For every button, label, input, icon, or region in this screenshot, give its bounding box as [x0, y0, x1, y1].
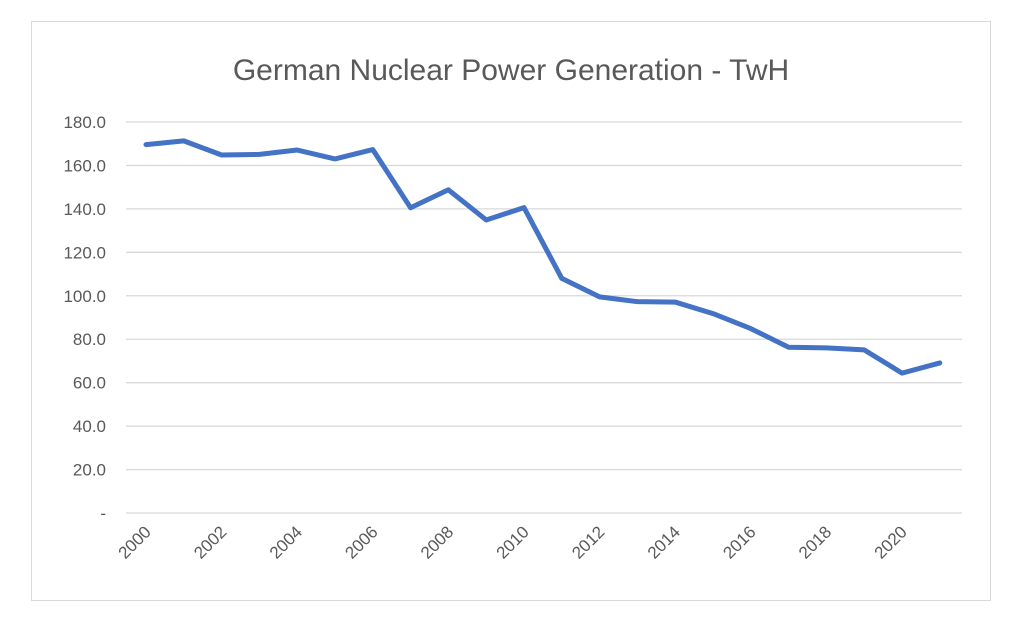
y-axis-ticks: - 20.0 40.0 60.0 80.0 100.0 120.0 140.0 160.0 180… — [63, 113, 106, 523]
x-tick-label: 2014 — [644, 522, 684, 562]
y-tick-label: - — [100, 504, 106, 523]
x-tick-label: 2012 — [568, 522, 608, 562]
y-tick-label: 140.0 — [63, 200, 106, 219]
y-tick-label: 40.0 — [73, 417, 106, 436]
y-tick-label: 180.0 — [63, 113, 106, 132]
x-tick-label: 2006 — [341, 522, 381, 562]
y-tick-label: 120.0 — [63, 243, 106, 262]
series-line-0 — [143, 138, 943, 376]
x-tick-label: 2018 — [795, 522, 835, 562]
x-tick-label: 2004 — [266, 522, 306, 562]
x-axis-ticks: 2000 2002 2004 2006 2008 2010 2012 2014 2016 2018… — [115, 522, 911, 562]
chart-title: German Nuclear Power Generation - TwH — [233, 54, 789, 87]
y-tick-label: 160.0 — [63, 156, 106, 175]
x-tick-label: 2020 — [871, 522, 911, 562]
x-tick-label: 2000 — [115, 522, 155, 562]
series-layer — [143, 138, 943, 376]
y-tick-label: 20.0 — [73, 461, 106, 480]
y-tick-label: 80.0 — [73, 330, 106, 349]
y-tick-label: 100.0 — [63, 287, 106, 306]
x-tick-label: 2016 — [719, 522, 759, 562]
chart-frame — [31, 21, 991, 601]
x-tick-label: 2002 — [190, 522, 230, 562]
x-tick-label: 2010 — [493, 522, 533, 562]
grid-lines — [126, 121, 962, 514]
x-tick-label: 2008 — [417, 522, 457, 562]
y-tick-label: 60.0 — [73, 374, 106, 393]
